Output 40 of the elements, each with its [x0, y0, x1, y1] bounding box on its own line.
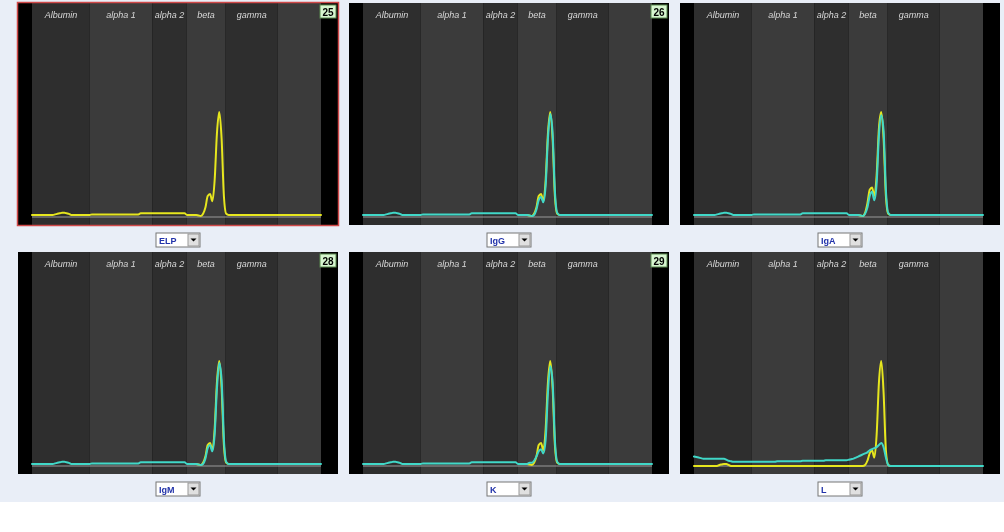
- text: beta: [197, 10, 215, 20]
- x-axis-title: ELP: [159, 236, 177, 246]
- text: beta: [859, 10, 877, 20]
- text: alpha 2: [154, 10, 185, 20]
- chart-title: 25: [322, 6, 334, 18]
- text: gamma: [898, 259, 929, 269]
- text: gamma: [567, 259, 598, 269]
- text: alpha 1: [437, 10, 467, 20]
- text: Albumin: [705, 10, 740, 20]
- text: alpha 1: [768, 259, 798, 269]
- text: Albumin: [374, 259, 409, 269]
- text: Albumin: [705, 259, 740, 269]
- chart-title: 26: [653, 6, 665, 18]
- text: alpha 2: [154, 259, 185, 269]
- text: alpha 1: [106, 259, 136, 269]
- text: alpha 2: [816, 10, 847, 20]
- text: Albumin: [43, 259, 78, 269]
- x-axis-title: IgA: [821, 236, 836, 246]
- text: beta: [528, 10, 546, 20]
- text: alpha 2: [816, 259, 847, 269]
- chart-title: 28: [322, 255, 334, 267]
- text: beta: [528, 259, 546, 269]
- x-axis-title: IgM: [159, 485, 175, 495]
- text: gamma: [567, 10, 598, 20]
- x-axis-title: L: [821, 485, 827, 495]
- text: gamma: [898, 10, 929, 20]
- chart-title: 29: [653, 255, 665, 267]
- x-axis-title: IgG: [490, 236, 505, 246]
- text: Albumin: [374, 10, 409, 20]
- text: alpha 2: [485, 10, 516, 20]
- text: alpha 1: [437, 259, 467, 269]
- text: beta: [859, 259, 877, 269]
- text: alpha 1: [106, 10, 136, 20]
- text: gamma: [236, 10, 267, 20]
- text: alpha 1: [768, 10, 798, 20]
- text: gamma: [236, 259, 267, 269]
- x-axis-title: K: [490, 485, 497, 495]
- text: Albumin: [43, 10, 78, 20]
- text: alpha 2: [485, 259, 516, 269]
- text: beta: [197, 259, 215, 269]
